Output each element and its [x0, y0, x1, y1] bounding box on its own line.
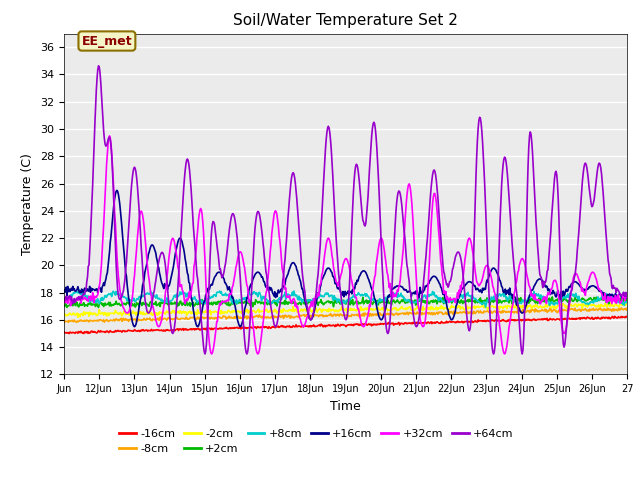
-8cm — [436, 309, 444, 315]
-2cm — [74, 314, 82, 320]
+2cm — [436, 297, 444, 302]
+8cm — [280, 293, 287, 299]
Line: -2cm: -2cm — [64, 303, 627, 317]
+16cm — [280, 283, 288, 289]
+2cm — [623, 297, 631, 302]
-2cm — [259, 308, 266, 314]
+64cm — [201, 351, 209, 357]
-8cm — [280, 315, 287, 321]
+64cm — [95, 63, 102, 69]
-2cm — [60, 312, 68, 318]
+8cm — [127, 298, 134, 303]
Line: -8cm: -8cm — [64, 308, 627, 323]
+2cm — [548, 294, 556, 300]
+2cm — [404, 298, 412, 303]
+32cm — [623, 294, 631, 300]
-2cm — [230, 309, 238, 314]
+16cm — [623, 292, 631, 298]
Line: +2cm: +2cm — [64, 297, 627, 307]
-2cm — [280, 306, 287, 312]
-16cm — [230, 324, 238, 330]
+16cm — [131, 324, 138, 330]
+8cm — [76, 287, 83, 293]
Line: +32cm: +32cm — [64, 136, 627, 354]
-8cm — [259, 313, 266, 319]
+8cm — [436, 297, 444, 302]
Text: EE_met: EE_met — [82, 35, 132, 48]
+32cm — [280, 281, 288, 287]
+8cm — [60, 298, 68, 304]
+32cm — [60, 299, 68, 305]
-8cm — [60, 319, 68, 325]
+2cm — [127, 302, 134, 308]
+64cm — [60, 297, 68, 302]
X-axis label: Time: Time — [330, 400, 361, 413]
+8cm — [623, 300, 631, 306]
Line: -16cm: -16cm — [64, 316, 627, 334]
Line: +64cm: +64cm — [64, 66, 627, 354]
+8cm — [482, 304, 490, 310]
-16cm — [65, 331, 73, 336]
+64cm — [437, 234, 445, 240]
-8cm — [623, 305, 631, 311]
-2cm — [436, 305, 444, 311]
+32cm — [127, 304, 134, 310]
+64cm — [280, 263, 288, 268]
-16cm — [623, 313, 630, 319]
Line: +8cm: +8cm — [64, 290, 627, 307]
+32cm — [259, 321, 267, 326]
+16cm — [437, 284, 445, 290]
+64cm — [405, 278, 413, 284]
-8cm — [596, 305, 604, 311]
-16cm — [259, 324, 266, 330]
+2cm — [60, 303, 68, 309]
-2cm — [127, 310, 134, 316]
+32cm — [437, 258, 445, 264]
+64cm — [259, 240, 267, 246]
+16cm — [405, 288, 413, 294]
Title: Soil/Water Temperature Set 2: Soil/Water Temperature Set 2 — [233, 13, 458, 28]
-2cm — [404, 305, 412, 311]
-2cm — [607, 300, 615, 306]
+2cm — [259, 300, 266, 305]
+64cm — [231, 217, 239, 223]
+8cm — [259, 295, 266, 300]
-8cm — [127, 316, 134, 322]
Legend: -16cm, -8cm, -2cm, +2cm, +8cm, +16cm, +32cm, +64cm: -16cm, -8cm, -2cm, +2cm, +8cm, +16cm, +3… — [115, 424, 518, 459]
+16cm — [60, 287, 68, 293]
+32cm — [106, 133, 113, 139]
-16cm — [436, 320, 444, 326]
-2cm — [623, 300, 631, 306]
+32cm — [208, 351, 216, 357]
+2cm — [230, 300, 238, 305]
-8cm — [65, 320, 72, 325]
+16cm — [113, 188, 121, 193]
+16cm — [127, 312, 134, 317]
-8cm — [404, 312, 412, 318]
-16cm — [623, 314, 631, 320]
+16cm — [231, 303, 239, 309]
-16cm — [127, 328, 134, 334]
+2cm — [95, 304, 102, 310]
+2cm — [280, 300, 287, 305]
+8cm — [230, 300, 238, 306]
+32cm — [405, 181, 413, 187]
+64cm — [623, 290, 631, 296]
Y-axis label: Temperature (C): Temperature (C) — [22, 153, 35, 255]
+8cm — [404, 297, 412, 302]
+32cm — [231, 271, 239, 276]
+16cm — [259, 276, 267, 282]
+64cm — [127, 192, 134, 198]
-16cm — [60, 329, 68, 335]
-16cm — [280, 324, 287, 330]
-8cm — [230, 314, 238, 320]
Line: +16cm: +16cm — [64, 191, 627, 327]
-16cm — [404, 321, 412, 326]
